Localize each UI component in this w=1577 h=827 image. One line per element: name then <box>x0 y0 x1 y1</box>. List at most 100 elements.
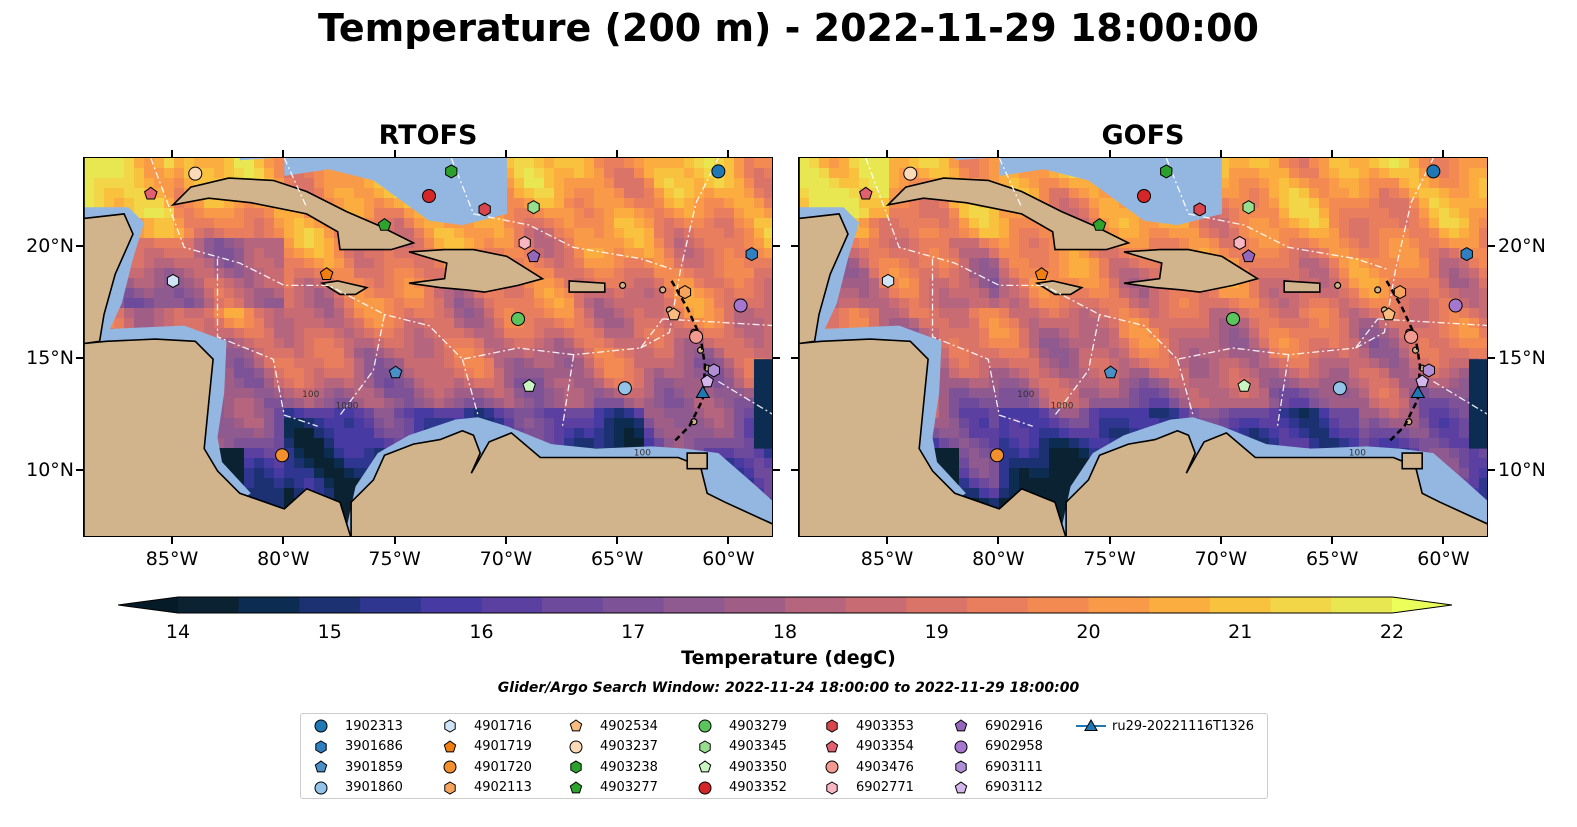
colorbar-swatch <box>1270 597 1332 613</box>
platform-marker-4903237 <box>903 166 918 181</box>
platform-marker-6902958 <box>733 298 748 313</box>
legend-marker <box>955 760 967 774</box>
platform-marker-3901686 <box>1460 247 1473 262</box>
platform-marker-4903476 <box>1404 329 1419 344</box>
x-tick-mark <box>1108 150 1111 157</box>
legend-item: 4902113 <box>440 779 532 797</box>
south-america-land <box>350 429 772 536</box>
platform-marker-3901686 <box>745 247 758 262</box>
platform-marker-4903277 <box>1092 217 1107 231</box>
legend-marker <box>569 740 583 753</box>
platform-marker-4901720 <box>990 448 1005 463</box>
x-tick-mark <box>886 150 889 157</box>
legend-symbol <box>826 719 838 733</box>
platform-marker-4903277 <box>377 217 392 231</box>
legend-marker <box>314 760 328 773</box>
jamaica-land <box>319 280 369 296</box>
x-tick-mark <box>504 150 507 157</box>
platform-marker-3901859 <box>1103 365 1118 379</box>
platform-marker-6902916 <box>1241 249 1256 263</box>
contour-label: 1000 <box>336 401 359 411</box>
x-tick-label: 60°W <box>1417 548 1470 570</box>
small-island <box>619 281 627 290</box>
eez-boundary <box>998 158 1023 208</box>
y-tick-mark <box>773 468 780 471</box>
x-tick-mark <box>1442 537 1445 544</box>
legend-label: 4903279 <box>729 718 787 734</box>
legend-item: 4903345 <box>695 738 787 756</box>
legend-marker <box>443 739 457 752</box>
legend-marker <box>954 740 968 753</box>
puerto-rico-land <box>1283 280 1321 293</box>
legend-item: 4903279 <box>695 717 787 735</box>
y-tick-label-left: 20°N <box>26 235 74 258</box>
x-tick-mark <box>616 150 619 157</box>
x-tick-label: 70°W <box>1194 548 1248 570</box>
x-tick-label: 75°W <box>368 548 421 570</box>
platform-marker-4903279 <box>1226 311 1241 326</box>
platform-marker-4903353 <box>1193 202 1206 217</box>
x-tick-mark <box>1331 150 1334 157</box>
x-tick-mark <box>282 150 285 157</box>
y-tick-mark <box>1488 468 1495 471</box>
platform-marker-4903352 <box>422 189 436 203</box>
colorbar-extend-high <box>1392 597 1452 613</box>
x-tick-mark <box>1219 150 1222 157</box>
y-tick-label-left: 15°N <box>26 347 74 370</box>
x-tick-label: 80°W <box>257 548 310 570</box>
legend-marker <box>825 760 839 774</box>
platform-marker-4903354 <box>144 186 158 200</box>
colorbar-tick-label: 15 <box>317 621 342 643</box>
colorbar-swatch <box>1027 597 1090 613</box>
small-island <box>1374 286 1382 294</box>
platform-marker-4903279 <box>511 311 526 326</box>
legend-label: 3901859 <box>345 759 403 775</box>
y-tick-label-right: 15°N <box>1498 347 1546 370</box>
gofs-map: 100 1000 100 <box>798 157 1488 537</box>
legend-item: 4903476 <box>822 758 914 776</box>
bathymetry-contour <box>1385 280 1422 443</box>
legend-item: 3901859 <box>311 758 403 776</box>
eez-boundary <box>1054 314 1101 416</box>
colorbar-swatch <box>785 597 847 613</box>
contour-label: 100 <box>634 448 651 458</box>
x-tick-mark <box>997 150 1000 157</box>
eez-boundary <box>1176 359 1194 416</box>
platform-marker-4903345 <box>527 200 540 215</box>
legend-label: 6902958 <box>985 739 1043 754</box>
platform-marker-4903352 <box>1137 189 1151 203</box>
hispaniola-land <box>408 248 545 293</box>
contour-label: 100 <box>1349 448 1366 458</box>
platform-marker-4902113 <box>1393 285 1407 300</box>
platform-marker-3901860 <box>1332 381 1347 396</box>
colorbar-swatch <box>1331 597 1393 613</box>
legend-symbol <box>570 760 582 774</box>
colorbar-tick-label: 18 <box>772 621 798 643</box>
legend-item: 4901719 <box>440 738 532 756</box>
platform-marker-4901716 <box>881 273 895 288</box>
platform-marker-4901719 <box>1034 267 1049 280</box>
platform-marker-4903345 <box>1242 200 1255 215</box>
x-tick-mark <box>727 150 730 157</box>
colorbar-tick-label: 22 <box>1379 621 1405 643</box>
figure-title: Temperature (200 m) - 2022-11-29 18:00:0… <box>317 6 1259 50</box>
platform-marker-4903354 <box>859 186 873 200</box>
legend-label: 6902771 <box>856 780 914 795</box>
legend-symbol <box>444 780 456 795</box>
colorbar-swatch <box>724 597 786 613</box>
colorbar-extend-low <box>118 597 178 613</box>
eez-boundary <box>865 158 1379 360</box>
legend-marker <box>826 780 838 795</box>
bathymetry-contour <box>670 280 707 443</box>
legend-marker <box>444 780 456 795</box>
colorbar-swatch <box>299 597 361 613</box>
legend-item: 4903350 <box>695 758 787 776</box>
y-tick-label-left: 10°N <box>26 458 74 481</box>
trinidad-land <box>686 452 709 470</box>
legend-marker <box>826 719 838 733</box>
platform-marker-1902313 <box>1426 164 1441 179</box>
platform-legend: 1902313 3901686 3901859 3901860 4901716 49017… <box>300 713 1268 799</box>
colorbar-tick-label: 16 <box>469 621 494 643</box>
colorbar-swatch <box>238 597 300 613</box>
south-america-land <box>1065 429 1487 536</box>
